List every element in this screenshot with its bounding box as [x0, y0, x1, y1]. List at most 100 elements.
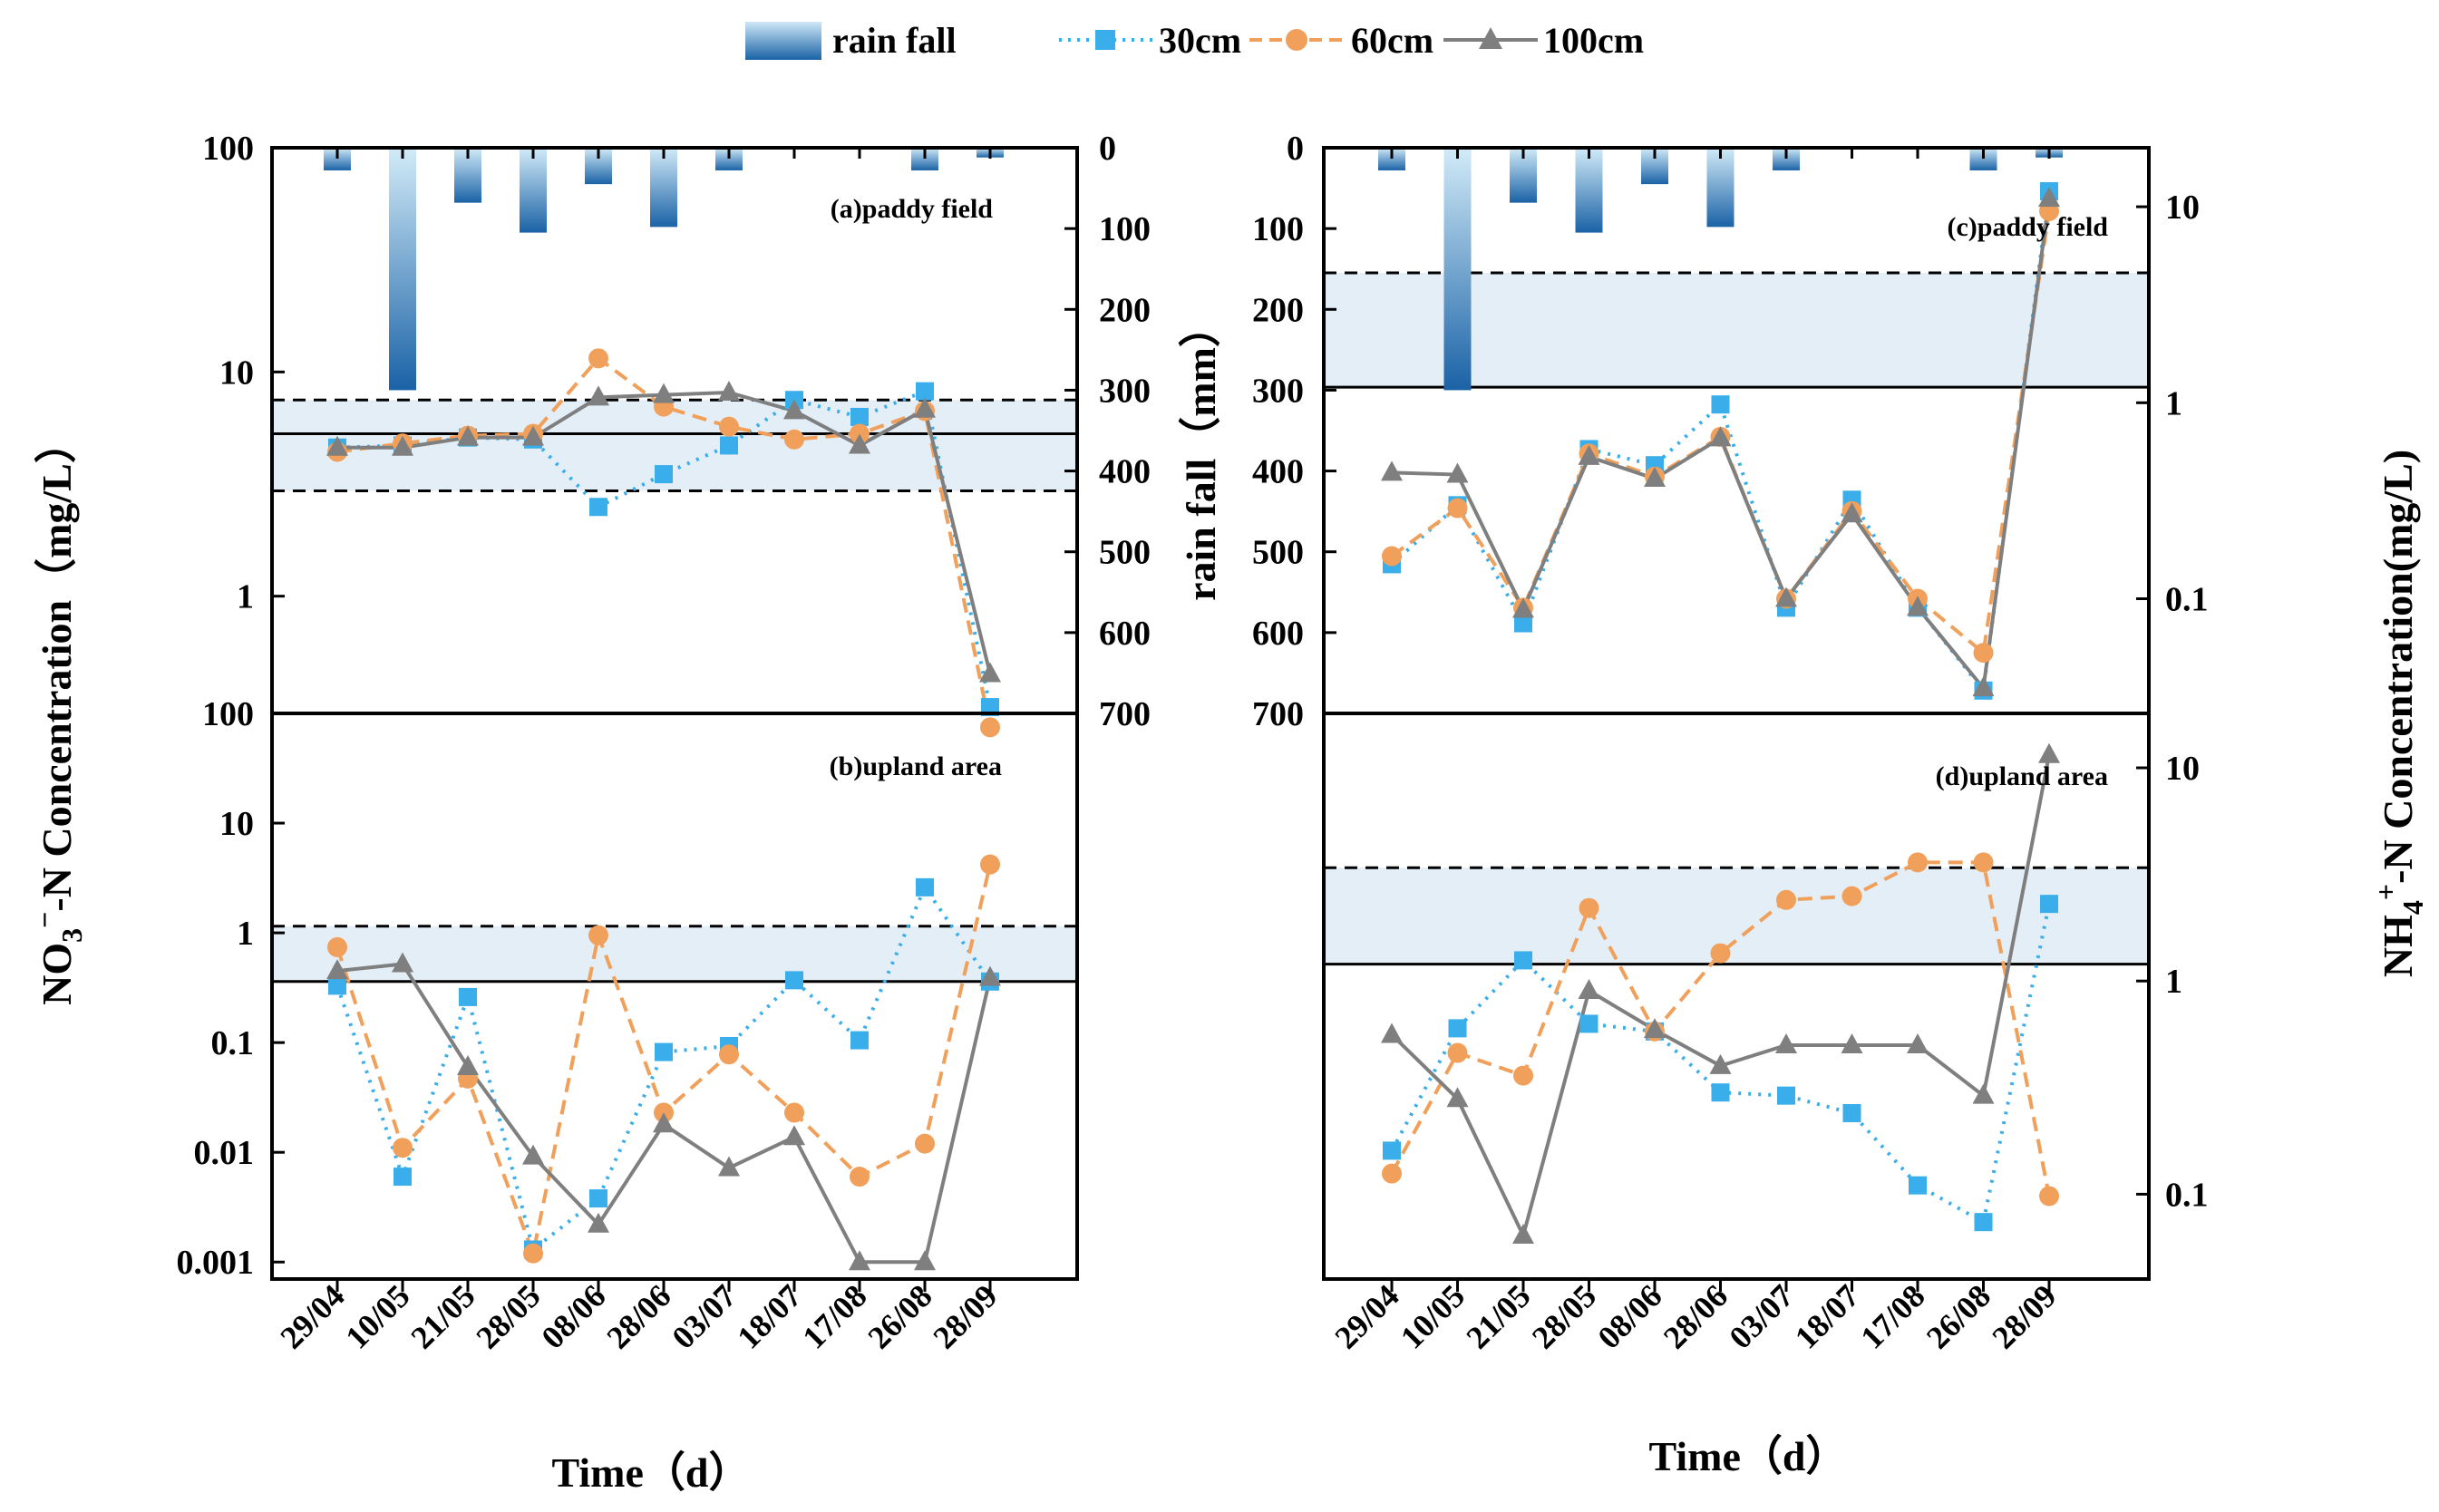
- series-line-100cm: [1390, 754, 2051, 1241]
- data-point-100cm: [1841, 1033, 1863, 1054]
- data-point-60cm: [1382, 1163, 1402, 1184]
- right-y-axis-title: NH4+-N Concentration(mg/L): [2369, 450, 2429, 977]
- rain-tick-label: 300: [1099, 372, 1151, 410]
- data-point-30cm: [850, 407, 869, 426]
- data-point-30cm: [589, 498, 607, 517]
- data-point-60cm: [1579, 897, 1599, 918]
- legend-rain-label: rain fall: [832, 20, 957, 61]
- data-point-100cm: [1907, 596, 1929, 616]
- rain-bar: [1443, 148, 1472, 391]
- rain-tick-label: 200: [1099, 291, 1151, 329]
- data-point-60cm: [1973, 852, 1994, 873]
- data-point-100cm: [457, 1055, 479, 1076]
- data-point-60cm: [915, 1133, 935, 1154]
- rain-bar: [1575, 148, 1603, 233]
- panel-b-label: (b)upland area: [830, 751, 1002, 781]
- panel-d-label: (d)upland area: [1936, 761, 2108, 791]
- data-point-100cm: [1644, 467, 1666, 488]
- y-tick-label: 10: [219, 354, 254, 392]
- data-point-100cm: [588, 1212, 609, 1233]
- data-point-30cm: [1777, 1086, 1795, 1105]
- x-tick-label: 03/07: [1722, 1277, 1800, 1355]
- y-tick-label: 100: [202, 130, 254, 168]
- data-point-100cm: [326, 959, 348, 980]
- x-axis-title-left: Time（d）: [552, 1449, 751, 1496]
- data-point-100cm: [979, 965, 1001, 986]
- rain-tick-label: 400: [1252, 453, 1304, 491]
- rain-tick-label: 300: [1252, 372, 1304, 410]
- data-point-60cm: [1447, 498, 1468, 519]
- data-point-100cm: [392, 435, 413, 456]
- x-tick-label: 26/08: [1919, 1277, 1997, 1355]
- legend-60cm-label: 60cm: [1351, 20, 1433, 61]
- x-tick-label: 28/06: [1657, 1277, 1735, 1355]
- data-point-100cm: [1907, 1033, 1929, 1054]
- data-point-60cm: [719, 416, 739, 437]
- data-point-30cm: [1448, 1019, 1467, 1038]
- y-tick-label: 0.1: [2165, 1176, 2209, 1214]
- rain-tick-label: 100: [1099, 210, 1151, 248]
- data-point-60cm: [980, 854, 1000, 875]
- rain-bar: [1706, 148, 1735, 228]
- data-point-30cm: [394, 1168, 412, 1187]
- right-y-axis-title-rest: -N Concentration(mg/L): [2375, 450, 2421, 884]
- x-tick-label: 28/09: [1985, 1277, 2063, 1355]
- y-tick-label: 0.1: [2165, 581, 2209, 619]
- data-point-30cm: [1711, 1083, 1730, 1102]
- data-point-100cm: [522, 1144, 544, 1165]
- y-tick-label: 0.001: [177, 1244, 255, 1282]
- data-point-30cm: [655, 465, 673, 484]
- x-tick-label: 18/07: [1788, 1277, 1866, 1355]
- rain-tick-label: 700: [1252, 695, 1304, 733]
- data-point-30cm: [1383, 1141, 1401, 1160]
- x-tick-label: 18/07: [730, 1277, 808, 1355]
- data-point-60cm: [980, 717, 1000, 738]
- y-tick-label: 100: [202, 695, 254, 733]
- rain-tick-label: 400: [1099, 453, 1151, 491]
- data-point-60cm: [523, 1243, 543, 1264]
- data-point-30cm: [2040, 895, 2058, 914]
- y-tick-label: 10: [2165, 750, 2200, 788]
- panel-a-paddy-field-no3: 100 10 1 (a)paddy field 0 100 200 300 400 500 600 7…: [202, 130, 1151, 738]
- panel-d-upland-area-nh4: 10 1 0.1 (d)upland area: [1322, 712, 2209, 1292]
- right-y-axis-title-main: NH: [2375, 915, 2421, 977]
- x-tick-label: 10/05: [338, 1277, 416, 1355]
- rain-tick-label: 600: [1252, 615, 1304, 653]
- legend: rain fall 30cm 60cm 100cm: [745, 20, 1644, 61]
- data-point-100cm: [914, 1250, 936, 1271]
- series-line-30cm: [335, 883, 992, 1253]
- rain-tick-label: 100: [1252, 210, 1304, 248]
- x-tick-label: 28/09: [926, 1277, 1004, 1355]
- data-point-30cm: [459, 987, 477, 1006]
- legend-60cm-marker: [1286, 29, 1307, 51]
- y-tick-label: 1: [237, 578, 254, 616]
- series-line-60cm: [1390, 860, 2051, 1197]
- x-tick-label: 03/07: [665, 1277, 743, 1355]
- x-tick-label: 17/08: [1853, 1277, 1931, 1355]
- data-point-30cm: [328, 976, 346, 995]
- data-point-60cm: [1382, 546, 1402, 567]
- x-tick-label: 21/05: [403, 1277, 481, 1355]
- data-point-30cm: [1909, 1176, 1927, 1195]
- x-tick-label: 28/06: [599, 1277, 677, 1355]
- data-point-100cm: [588, 385, 609, 406]
- rain-bar: [520, 148, 547, 233]
- x-tick-label: 08/06: [1590, 1277, 1668, 1355]
- left-y-axis-title-rest: -N Concentration（mg/L）: [34, 422, 80, 911]
- x-tick-label: 10/05: [1394, 1277, 1472, 1355]
- x-tick-label: 26/08: [860, 1277, 938, 1355]
- x-tick-label: 29/04: [1327, 1277, 1405, 1355]
- legend-rain-swatch: [745, 22, 821, 60]
- data-point-30cm: [1514, 614, 1532, 633]
- data-point-60cm: [588, 925, 608, 945]
- data-point-60cm: [850, 1167, 870, 1187]
- data-point-60cm: [588, 348, 608, 369]
- data-point-100cm: [522, 425, 544, 446]
- data-point-100cm: [1644, 1018, 1666, 1039]
- data-point-100cm: [1578, 444, 1600, 465]
- rain-tick-label: 200: [1252, 291, 1304, 329]
- panel-c-label: (c)paddy field: [1947, 212, 2108, 242]
- data-point-30cm: [785, 971, 803, 990]
- x-tick-label: 17/08: [795, 1277, 873, 1355]
- data-point-100cm: [718, 380, 740, 401]
